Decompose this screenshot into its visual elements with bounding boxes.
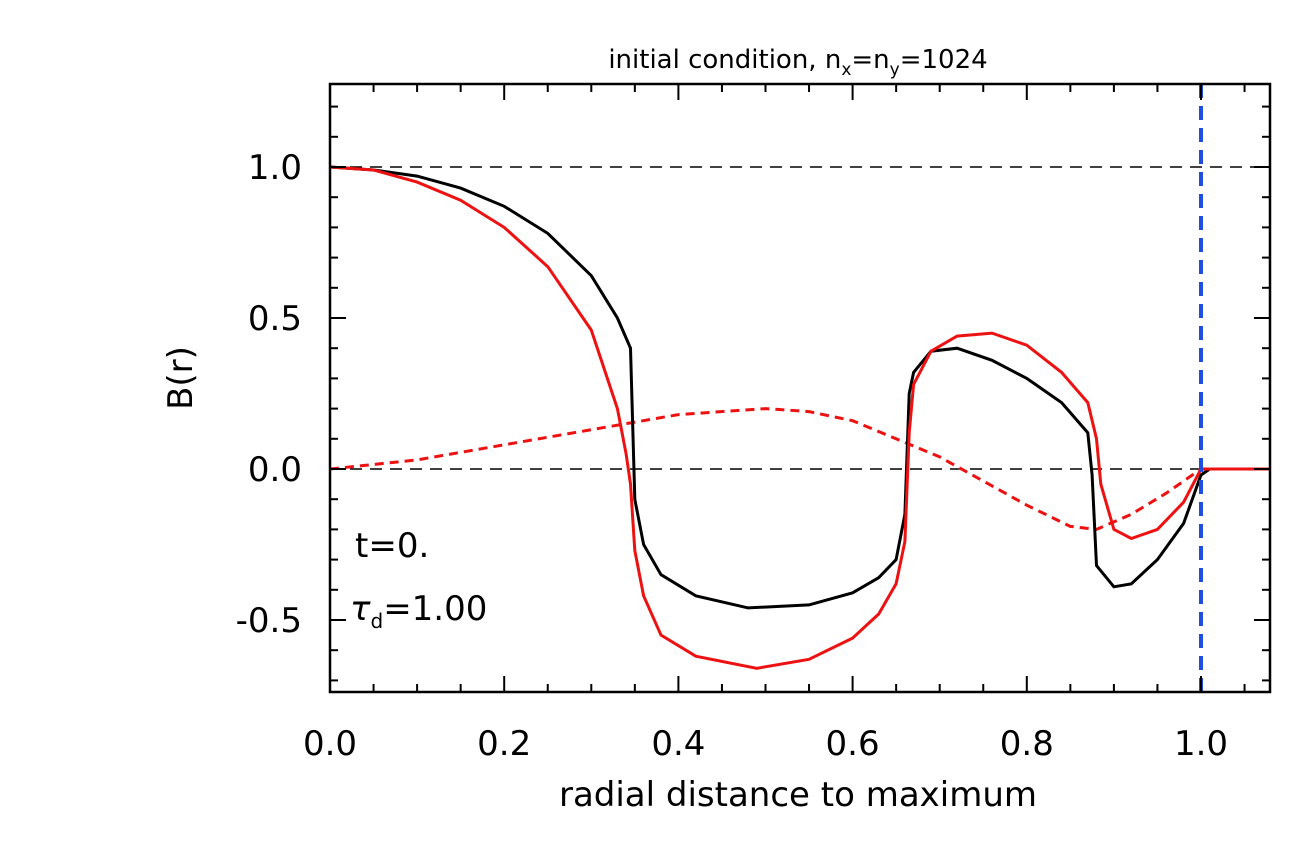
- x-tick-label: 0.6: [826, 724, 880, 764]
- y-tick-label: 1.0: [248, 148, 302, 188]
- y-tick-label: 0.5: [248, 299, 302, 339]
- chart-title: initial condition, nx=ny=1024: [608, 45, 987, 80]
- x-tick-label: 0.0: [303, 724, 357, 764]
- x-axis-label: radial distance to maximum: [559, 775, 1037, 815]
- x-tick-label: 0.4: [651, 724, 705, 764]
- time-annotation: t=0.: [355, 526, 429, 566]
- ticks: [329, 84, 1270, 692]
- series-red-dashed: [329, 407, 1202, 531]
- x-tick-label: 1.0: [1174, 724, 1228, 764]
- y-tick-label: 0.0: [248, 450, 302, 490]
- y-tick-labels: -0.5 0.0 0.5 1.0: [236, 148, 302, 641]
- x-tick-label: 0.2: [477, 724, 531, 764]
- tau-annotation: τd=1.00: [350, 589, 487, 633]
- x-tick-label: 0.8: [1000, 724, 1054, 764]
- y-axis-label: B(r): [161, 346, 201, 410]
- plot-frame: [328, 82, 1272, 694]
- y-tick-label: -0.5: [236, 601, 302, 641]
- series-black-solid: [329, 165, 1271, 610]
- series-red-solid: [329, 165, 1271, 670]
- x-tick-labels: 0.0 0.2 0.4 0.6 0.8 1.0: [303, 724, 1228, 764]
